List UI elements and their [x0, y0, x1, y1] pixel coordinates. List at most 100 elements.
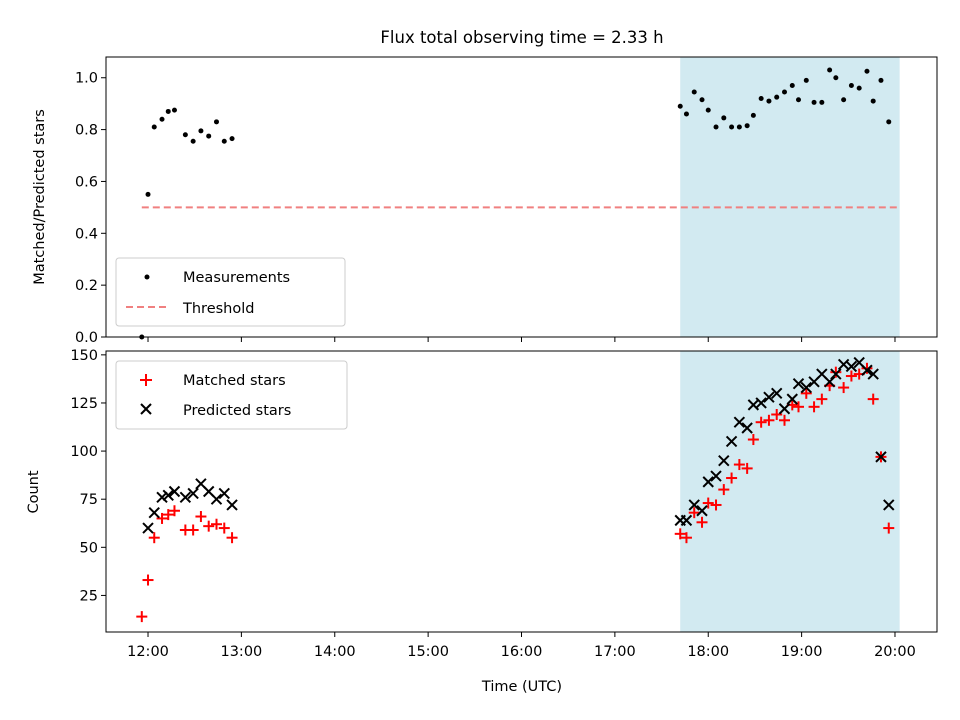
- predicted-point-b: [702, 476, 714, 488]
- bottom-y-tick-label: 50: [80, 540, 98, 556]
- predicted-point: [733, 416, 746, 428]
- predicted-point-b: [763, 391, 775, 403]
- measurement-point: [229, 136, 235, 142]
- measurement-point: [811, 99, 817, 105]
- bottom-panel: 25 50 75 100 125 150 12:00 13:00 14:00 15:00 16:0…: [26, 348, 938, 695]
- predicted-point-b: [733, 416, 746, 428]
- predicted-point-b: [845, 360, 858, 373]
- measurement-point: [803, 77, 809, 83]
- predicted-point-b: [786, 393, 798, 405]
- predicted-point-b: [710, 470, 722, 482]
- x-tick-label: 18:00: [687, 644, 729, 660]
- measurement-point: [691, 89, 697, 95]
- matched-point: [680, 532, 692, 544]
- measurement-point: [744, 123, 750, 129]
- measurement-point: [729, 124, 735, 130]
- measurement-point: [870, 98, 876, 104]
- measurement-point: [864, 68, 870, 74]
- measurement-point: [221, 138, 227, 144]
- measurement-point: [781, 89, 787, 95]
- matched-point: [808, 401, 820, 413]
- matched-point: [226, 532, 238, 544]
- measurement-point: [699, 97, 705, 103]
- measurement-point: [145, 191, 151, 197]
- series-measurements: [139, 67, 892, 340]
- x-tick-label: 16:00: [501, 644, 543, 660]
- bottom-highlight-span: [680, 351, 900, 632]
- measurement-point: [683, 111, 689, 117]
- top-axes-frame: [105, 56, 938, 338]
- predicted-point-b: [816, 368, 828, 380]
- predicted-point-b: [792, 378, 805, 390]
- matched-point: [755, 416, 767, 428]
- predicted-point: [830, 368, 842, 380]
- predicted-point-b: [156, 491, 168, 503]
- legend-measurements-label: Measurements: [183, 270, 290, 286]
- x-tick-label: 12:00: [127, 644, 169, 660]
- predicted-point-b: [162, 489, 174, 502]
- predicted-point-b: [718, 454, 730, 467]
- matched-point: [674, 528, 686, 540]
- top-y-axis-label: Matched/Predicted stars: [32, 109, 48, 285]
- measurement-point: [182, 132, 188, 138]
- predicted-point: [162, 489, 174, 502]
- predicted-point-b: [741, 422, 753, 434]
- matched-point: [867, 393, 879, 405]
- x-axis-label: Time (UTC): [481, 679, 562, 695]
- measurement-point: [151, 124, 157, 130]
- top-highlight-span: [680, 57, 900, 337]
- bottom-x-ticks: 12:00 13:00 14:00 15:00 16:00 17:00 18:00 19:00…: [127, 632, 916, 660]
- predicted-point: [187, 487, 199, 500]
- measurement-point: [190, 138, 196, 144]
- matched-point: [195, 511, 207, 523]
- legend-predicted-label: Predicted stars: [183, 403, 291, 419]
- matched-point: [861, 362, 873, 374]
- bottom-y-tick-label: 75: [80, 492, 98, 508]
- matched-point: [696, 516, 708, 528]
- matched-point: [793, 401, 804, 413]
- top-y-ticks: 0.0 0.2 0.4 0.6 0.8 1.0: [75, 71, 106, 346]
- top-legend: Measurements Threshold: [115, 257, 346, 327]
- x-tick-label: 14:00: [314, 644, 356, 660]
- predicted-point-b: [771, 387, 783, 400]
- matched-point: [142, 574, 154, 586]
- matched-point: [168, 505, 180, 517]
- matched-point: [778, 414, 790, 426]
- predicted-point-b: [210, 493, 223, 505]
- predicted-point: [688, 499, 700, 511]
- predicted-point-b: [867, 368, 879, 380]
- bottom-y-tick-label: 25: [80, 588, 98, 604]
- bottom-y-ticks: 25 50 75 100 125 150: [70, 348, 106, 604]
- predicted-point-b: [179, 491, 192, 503]
- predicted-point-b: [696, 505, 708, 517]
- measurement-point: [713, 124, 719, 130]
- top-y-tick-label: 0.0: [75, 330, 98, 346]
- series-matched-stars: [136, 362, 895, 623]
- matched-point: [800, 387, 812, 399]
- predicted-point: [741, 422, 753, 434]
- top-marks: [139, 67, 900, 340]
- matched-point: [710, 499, 722, 511]
- measurement-point: [721, 115, 727, 121]
- predicted-point: [883, 499, 895, 511]
- measurement-point: [827, 67, 833, 73]
- predicted-point: [680, 514, 693, 527]
- bottom-y-tick-label: 150: [70, 348, 98, 364]
- matched-point: [733, 459, 745, 471]
- predicted-point: [771, 387, 783, 400]
- predicted-point: [179, 491, 192, 503]
- matched-point: [156, 512, 168, 524]
- predicted-point-b: [883, 499, 895, 511]
- measurement-point: [159, 116, 165, 122]
- x-tick-label: 17:00: [594, 644, 636, 660]
- measurement-point: [774, 94, 780, 100]
- top-y-tick-label: 1.0: [75, 71, 98, 87]
- measurement-point: [677, 103, 683, 109]
- predicted-point: [718, 454, 730, 467]
- measurement-point: [213, 119, 219, 125]
- top-x-ticks: [147, 337, 896, 342]
- matched-point: [883, 522, 895, 534]
- measurement-point: [165, 108, 171, 114]
- predicted-point-b: [168, 485, 181, 498]
